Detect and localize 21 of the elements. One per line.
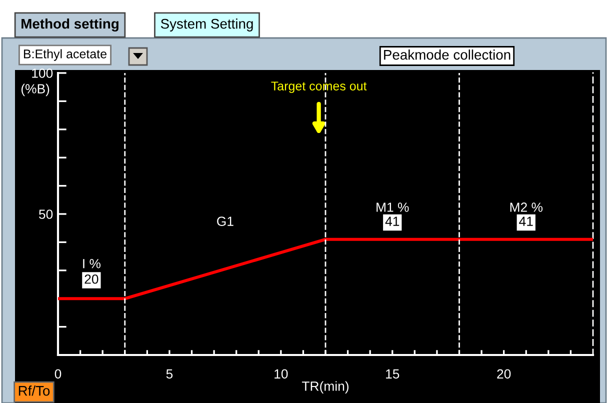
x-tick-label: 15 [386, 369, 400, 379]
text: Peakmode collection [384, 50, 510, 60]
annotation: M2 % [510, 202, 543, 212]
annotation: 41 [519, 216, 533, 226]
y-axis-title: (%B) [21, 84, 50, 96]
x-tick-label: 10 [274, 369, 288, 379]
text: B:Ethyl acetate [24, 49, 106, 61]
x-axis-title: TR(min) [302, 381, 348, 394]
text: Rf/To [18, 386, 50, 396]
text: Method setting [22, 18, 118, 32]
x-tick-label: 20 [497, 369, 511, 379]
annotation: 41 [385, 216, 400, 226]
x-tick-label: 0 [54, 369, 62, 379]
annotation: 20 [84, 274, 98, 284]
x-tick-label: 5 [166, 369, 173, 379]
y-tick-label: 50 [38, 210, 53, 219]
annotation: I % [83, 259, 100, 268]
annotation: G1 [217, 216, 234, 226]
text: System Setting [160, 18, 253, 32]
annotation: M1 % [376, 202, 409, 212]
y-tick-label: 100 [32, 68, 53, 78]
